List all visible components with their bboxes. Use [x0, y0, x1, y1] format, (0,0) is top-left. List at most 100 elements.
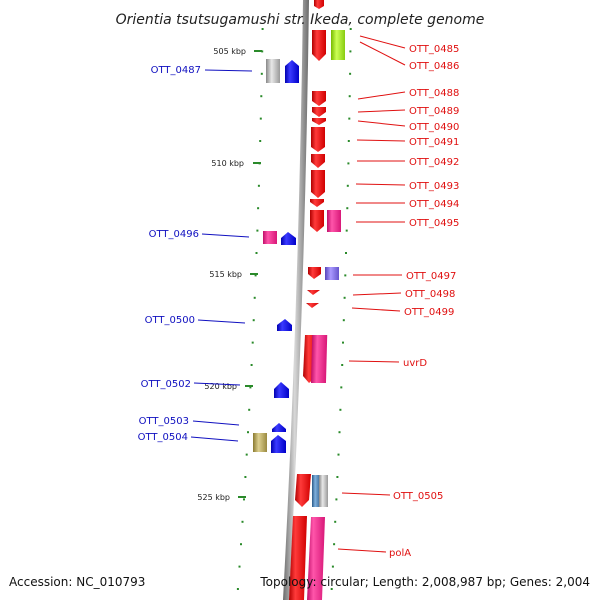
gene-arrow-ott-0500[interactable] [277, 319, 292, 331]
gene-label-ott-0494[interactable]: OTT_0494 [409, 199, 459, 210]
tick-dot [334, 520, 337, 523]
gene-label-ott-0488[interactable]: OTT_0488 [409, 88, 459, 99]
tick-dot [255, 252, 258, 254]
tick-dot [249, 386, 252, 389]
gene-label-ott-0495[interactable]: OTT_0495 [409, 218, 459, 229]
gene-label-ott-0500[interactable]: OTT_0500 [145, 315, 195, 326]
gene-arrow-ott-0489[interactable] [312, 107, 326, 117]
gene-label-ott-0505[interactable]: OTT_0505 [393, 491, 443, 502]
gene-label-ott-0485[interactable]: OTT_0485 [409, 44, 459, 55]
tick-dot [349, 28, 352, 30]
gene-arrow-ott-0495[interactable] [310, 210, 324, 232]
gene-label-ott-0496[interactable]: OTT_0496 [149, 229, 199, 240]
gene-box-gray[interactable] [319, 475, 328, 507]
tick-dots-right [330, 28, 352, 590]
tick-dot [252, 319, 255, 322]
tick-dot [347, 162, 350, 165]
tick-label: 525 kbp [197, 493, 230, 502]
accession-text: Accession: NC_010793 [9, 575, 145, 589]
gene-box-magenta[interactable] [307, 517, 325, 600]
gene-label-ott-0493[interactable]: OTT_0493 [409, 181, 459, 192]
gene-arrow-ott-0502[interactable] [274, 382, 289, 398]
tick-dot [257, 184, 260, 187]
tick-dot [245, 453, 248, 456]
tick-label: 510 kbp [211, 159, 244, 168]
gene-label-ott-0498[interactable]: OTT_0498 [405, 289, 455, 300]
gene-box-purple[interactable] [325, 267, 339, 280]
gene-box-magenta[interactable] [310, 335, 328, 383]
gene-label-ott-0504[interactable]: OTT_0504 [138, 432, 188, 443]
gene-arrow-ott-0503[interactable] [272, 423, 286, 432]
tick-dot [240, 543, 242, 546]
gene-arrow-ott-0493[interactable] [311, 170, 325, 198]
gene-label-ott-0490[interactable]: OTT_0490 [409, 122, 459, 133]
gene-arrow-ott-0497[interactable] [308, 267, 321, 279]
tick-dot [349, 50, 352, 53]
gene-arrow-ott-0492[interactable] [311, 154, 325, 168]
gene-arrow-ott-0498[interactable] [307, 290, 320, 295]
scale-tick-520: 520 kbp [204, 382, 253, 391]
tick-dot [250, 364, 253, 366]
gene-arrow-ott-0505[interactable] [295, 474, 311, 507]
gene-arrow[interactable] [314, 0, 324, 9]
gene-arrow-ott-0488[interactable] [312, 91, 326, 106]
gene-box-magenta[interactable] [327, 210, 341, 232]
tick-dot [261, 28, 264, 30]
tick-dot [348, 95, 351, 98]
gene-arrow-ott-0496[interactable] [281, 232, 296, 245]
tick-dot [330, 588, 333, 590]
gene-label-uvrd[interactable]: uvrD [403, 358, 427, 369]
gene-box-olive[interactable] [253, 433, 267, 452]
gene-arrow-ott-0491[interactable] [311, 127, 325, 152]
tick-dot [257, 207, 260, 210]
gene-label-pola[interactable]: polA [389, 548, 411, 559]
tick-dot [336, 476, 339, 478]
tick-dot [341, 364, 344, 366]
tick-dot [260, 72, 263, 75]
map-title: Orientia tsutsugamushi str. Ikeda, compl… [116, 12, 485, 28]
tick-dots-left [236, 28, 264, 590]
gene-arrow-pola[interactable] [289, 516, 307, 600]
gene-label-ott-0492[interactable]: OTT_0492 [409, 157, 459, 168]
tick-dot [347, 140, 350, 142]
tick-dot [241, 520, 244, 523]
tick-label: 505 kbp [213, 47, 246, 56]
gene-label-ott-0491[interactable]: OTT_0491 [409, 137, 459, 148]
gene-label-ott-0499[interactable]: OTT_0499 [404, 307, 454, 318]
tick-dot [342, 341, 344, 344]
tick-dot [238, 565, 241, 568]
tick-dot [343, 296, 346, 299]
gene-arrow-ott-0494[interactable] [310, 199, 324, 207]
tick-dot [261, 50, 264, 53]
genome-info-text: Topology: circular; Length: 2,008,987 bp… [259, 575, 590, 589]
gene-arrow-ott-0490[interactable] [312, 118, 326, 125]
gene-arrow-ott-0485[interactable] [312, 30, 326, 61]
genome-backbone [283, 0, 309, 600]
gene-box-gray[interactable] [266, 59, 280, 83]
tick-dot [333, 543, 336, 546]
tick-dot [259, 140, 262, 142]
gene-arrow-ott-0504[interactable] [271, 435, 286, 453]
scale-tick-505: 505 kbp [213, 47, 262, 56]
gene-label-ott-0503[interactable]: OTT_0503 [139, 416, 189, 427]
gene-arrow-ott-0487[interactable] [285, 60, 299, 83]
tick-label: 515 kbp [209, 270, 242, 279]
gene-box-steelblue[interactable] [312, 475, 320, 507]
scale-tick-510: 510 kbp [211, 159, 261, 168]
gene-label-ott-0487[interactable]: OTT_0487 [151, 65, 201, 76]
gene-label-ott-0486[interactable]: OTT_0486 [409, 61, 459, 72]
tick-dot [344, 274, 347, 277]
gene-box-ott-0486[interactable] [331, 30, 345, 60]
gene-box-magenta[interactable] [263, 231, 277, 244]
tick-dot [253, 296, 256, 299]
gene-label-ott-0502[interactable]: OTT_0502 [141, 379, 191, 390]
tick-dot [259, 117, 262, 120]
gene-arrow-ott-0499[interactable] [306, 303, 319, 308]
tick-dot [337, 453, 340, 456]
gene-label-ott-0497[interactable]: OTT_0497 [406, 271, 456, 282]
tick-dot [260, 95, 263, 98]
scale-tick-515: 515 kbp [209, 270, 258, 279]
gene-label-ott-0489[interactable]: OTT_0489 [409, 106, 459, 117]
tick-label: 520 kbp [204, 382, 237, 391]
